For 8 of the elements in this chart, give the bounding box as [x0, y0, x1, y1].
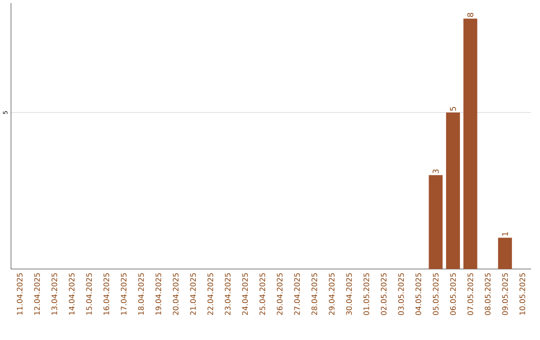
data-label: 3: [432, 169, 439, 174]
data-label: 8: [467, 12, 474, 17]
bar: [498, 238, 512, 269]
data-label: 5: [450, 106, 456, 111]
bar: [428, 175, 443, 269]
bar: [463, 18, 478, 269]
bar: [446, 112, 460, 269]
data-label: 1: [502, 232, 508, 236]
